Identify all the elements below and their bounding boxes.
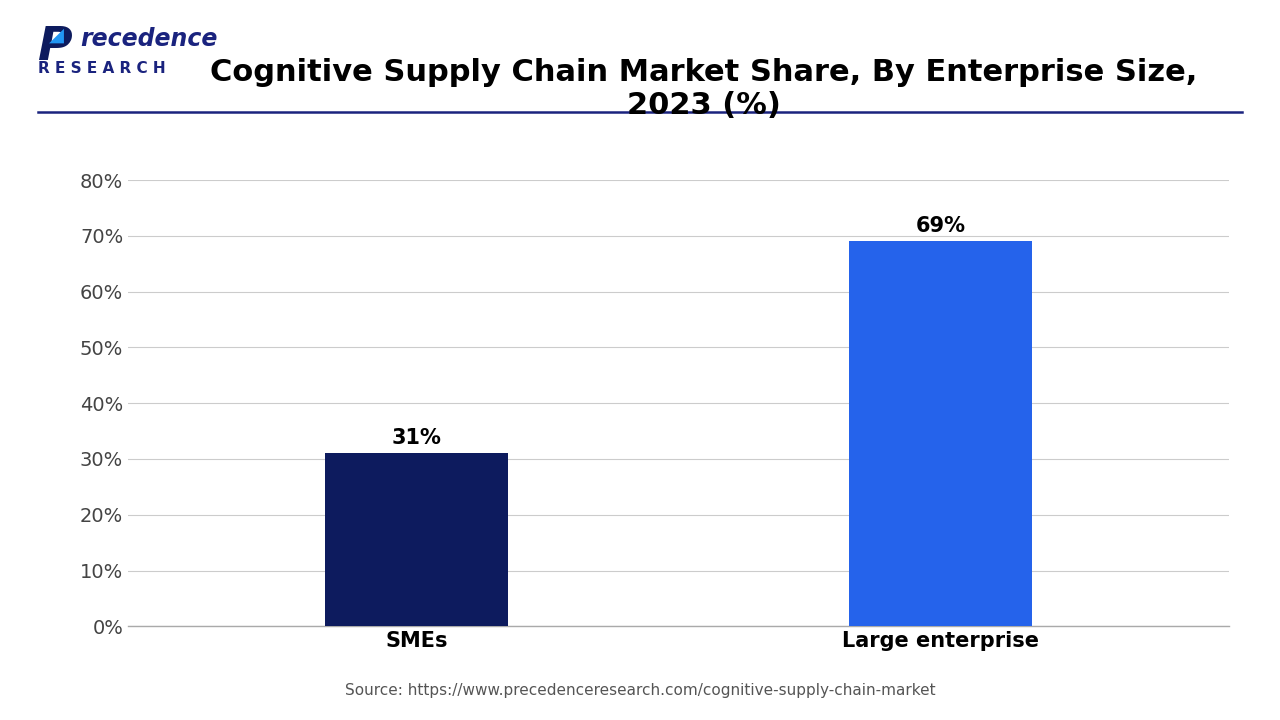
Text: ◢: ◢ [49, 25, 64, 44]
Text: Source: https://www.precedenceresearch.com/cognitive-supply-chain-market: Source: https://www.precedenceresearch.c… [344, 683, 936, 698]
Text: 69%: 69% [915, 216, 965, 235]
Text: P: P [38, 25, 73, 71]
Bar [849, 241, 1032, 626]
Bar [325, 454, 508, 626]
Text: recedence: recedence [81, 27, 218, 51]
Text: Cognitive Supply Chain Market Share, By Enterprise Size,
2023 (%): Cognitive Supply Chain Market Share, By … [210, 58, 1198, 120]
Text: 31%: 31% [392, 428, 442, 448]
Text: R E S E A R C H: R E S E A R C H [38, 61, 166, 76]
